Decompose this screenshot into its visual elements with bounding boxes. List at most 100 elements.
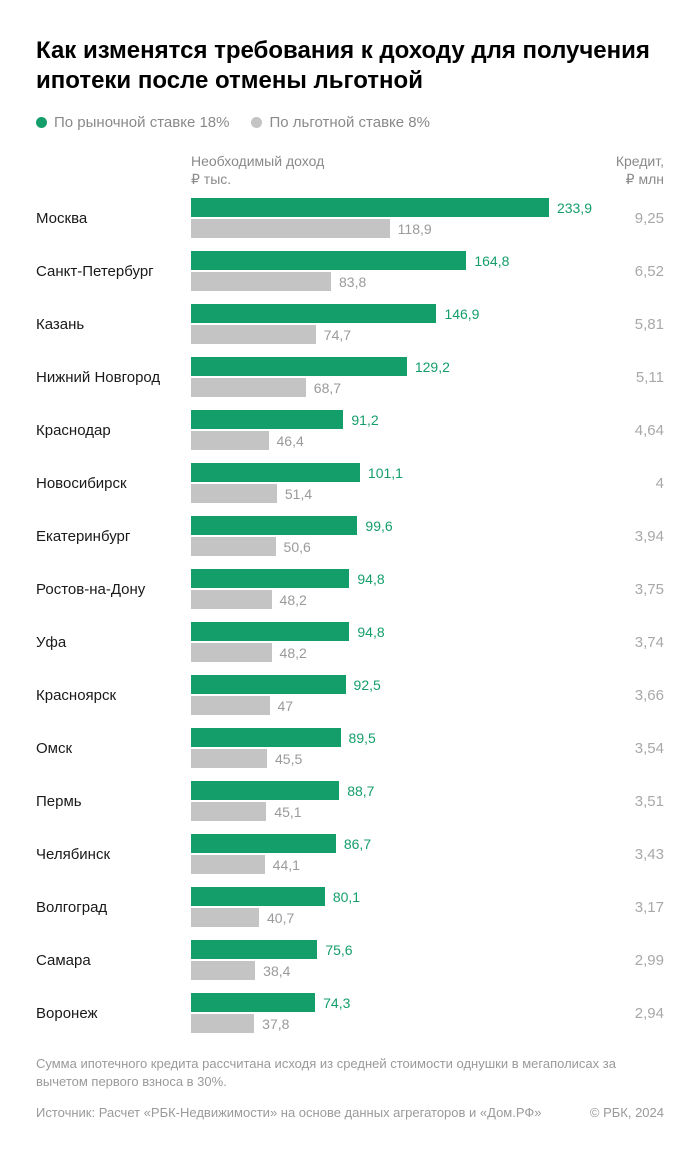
value-pref: 45,1: [266, 804, 301, 820]
bar-group: 101,151,4: [191, 463, 592, 503]
bar-market: [191, 834, 336, 853]
chart-row: Воронеж74,337,82,94: [36, 993, 664, 1033]
value-market: 146,9: [436, 306, 479, 322]
credit-value: 3,51: [592, 793, 664, 810]
bar-market: [191, 728, 341, 747]
bar-group: 74,337,8: [191, 993, 592, 1033]
city-label: Екатеринбург: [36, 528, 191, 545]
value-pref: 74,7: [316, 327, 351, 343]
city-label: Омск: [36, 740, 191, 757]
value-market: 94,8: [349, 624, 384, 640]
city-label: Волгоград: [36, 899, 191, 916]
bar-pref: [191, 908, 259, 927]
chart-row: Омск89,545,53,54: [36, 728, 664, 768]
copyright-text: © РБК, 2024: [590, 1104, 664, 1122]
chart-row: Новосибирск101,151,44: [36, 463, 664, 503]
city-label: Новосибирск: [36, 475, 191, 492]
bar-market: [191, 887, 325, 906]
chart-row: Красноярск92,5473,66: [36, 675, 664, 715]
bar-market: [191, 781, 339, 800]
bar-group: 146,9 74,7: [191, 304, 592, 344]
value-market: 164,8: [466, 253, 509, 269]
bar-group: 91,246,4: [191, 410, 592, 450]
city-label: Москва: [36, 210, 191, 227]
credit-value: 3,54: [592, 740, 664, 757]
city-label: Ростов-на-Дону: [36, 581, 191, 598]
city-label: Красноярск: [36, 687, 191, 704]
header-credit: Кредит,₽ млн: [592, 153, 664, 188]
value-market: 92,5: [346, 677, 381, 693]
city-label: Краснодар: [36, 422, 191, 439]
bar-pref: [191, 1014, 254, 1033]
bar-market: [191, 304, 436, 323]
credit-value: 5,11: [592, 369, 664, 386]
value-pref: 47: [270, 698, 294, 714]
bar-group: 99,650,6: [191, 516, 592, 556]
bar-market: [191, 251, 466, 270]
legend-item-pref: По льготной ставке 8%: [251, 114, 430, 131]
bar-pref: [191, 855, 265, 874]
value-pref: 40,7: [259, 910, 294, 926]
bar-market: [191, 410, 343, 429]
value-pref: 38,4: [255, 963, 290, 979]
bar-market: [191, 463, 360, 482]
value-pref: 48,2: [272, 592, 307, 608]
chart-row: Екатеринбург99,650,63,94: [36, 516, 664, 556]
bar-group: 92,5 47: [191, 675, 592, 715]
source-text: Источник: Расчет «РБК-Недвижимости» на о…: [36, 1104, 570, 1122]
legend: По рыночной ставке 18% По льготной ставк…: [36, 114, 664, 131]
value-market: 80,1: [325, 889, 360, 905]
city-label: Пермь: [36, 793, 191, 810]
bar-market: [191, 940, 317, 959]
bar-group: 86,744,1: [191, 834, 592, 874]
legend-dot-pref: [251, 117, 262, 128]
city-label: Челябинск: [36, 846, 191, 863]
chart-row: Самара 75,6 38,4 2,99: [36, 940, 664, 980]
credit-value: 4,64: [592, 422, 664, 439]
chart-rows: Москва233,9118,99,25Санкт-Петербург164,8…: [36, 198, 664, 1033]
credit-value: 3,75: [592, 581, 664, 598]
bar-pref: [191, 643, 272, 662]
chart-row: Волгоград80,140,73,17: [36, 887, 664, 927]
bar-group: 89,545,5: [191, 728, 592, 768]
credit-value: 5,81: [592, 316, 664, 333]
value-pref: 118,9: [390, 221, 432, 237]
value-pref: 83,8: [331, 274, 366, 290]
bar-pref: [191, 537, 276, 556]
credit-value: 2,99: [592, 952, 664, 969]
bar-group: 94,8 48,2: [191, 569, 592, 609]
bar-group: 88,7 45,1: [191, 781, 592, 821]
value-market: 129,2: [407, 359, 450, 375]
value-market: 94,8: [349, 571, 384, 587]
legend-label-market: По рыночной ставке 18%: [54, 114, 229, 131]
value-market: 88,7: [339, 783, 374, 799]
city-label: Самара: [36, 952, 191, 969]
bar-market: [191, 622, 349, 641]
legend-label-pref: По льготной ставке 8%: [269, 114, 430, 131]
footnote: Сумма ипотечного кредита рассчитана исхо…: [36, 1055, 664, 1090]
legend-dot-market: [36, 117, 47, 128]
chart-row: Санкт-Петербург164,883,86,52: [36, 251, 664, 291]
value-pref: 37,8: [254, 1016, 289, 1032]
chart-row: Краснодар91,246,44,64: [36, 410, 664, 450]
bar-pref: [191, 696, 270, 715]
chart-row: Уфа94,848,23,74: [36, 622, 664, 662]
bar-group: 233,9118,9: [191, 198, 592, 238]
bar-pref: [191, 961, 255, 980]
value-pref: 48,2: [272, 645, 307, 661]
bar-group: 164,8 83,8: [191, 251, 592, 291]
column-headers: Необходимый доход₽ тыс. Кредит,₽ млн: [36, 153, 664, 188]
bar-group: 129,268,7: [191, 357, 592, 397]
city-label: Уфа: [36, 634, 191, 651]
chart-row: Челябинск86,744,13,43: [36, 834, 664, 874]
city-label: Санкт-Петербург: [36, 263, 191, 280]
bar-pref: [191, 325, 316, 344]
bar-market: [191, 357, 407, 376]
chart-row: Москва233,9118,99,25: [36, 198, 664, 238]
footer: Источник: Расчет «РБК-Недвижимости» на о…: [36, 1104, 664, 1122]
value-market: 75,6: [317, 942, 352, 958]
header-chart: Необходимый доход₽ тыс.: [191, 153, 592, 188]
credit-value: 3,94: [592, 528, 664, 545]
city-label: Воронеж: [36, 1005, 191, 1022]
city-label: Нижний Новгород: [36, 369, 191, 386]
